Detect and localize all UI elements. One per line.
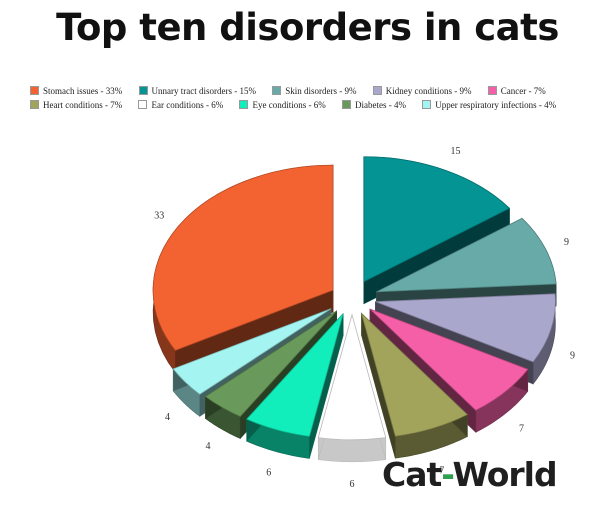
legend-label: Unnary tract disorders - 15% xyxy=(151,86,256,96)
pie-slice xyxy=(152,164,334,351)
legend-swatch xyxy=(272,86,282,95)
logo-part: World xyxy=(452,455,557,494)
pie-slice xyxy=(369,308,529,411)
pie-slice xyxy=(375,293,556,363)
legend-item: Cancer - 7% xyxy=(487,84,546,98)
legend-item: Upper respiratory infections - 4% xyxy=(422,98,556,112)
legend-row-2: Heart conditions - 7% Ear conditions - 6… xyxy=(30,98,610,112)
legend-row-1: Stomach issues - 33% Unnary tract disord… xyxy=(30,84,610,98)
legend-item: Ear conditions - 6% xyxy=(138,98,223,112)
slice-data-label: 6 xyxy=(266,467,271,478)
pie-slice xyxy=(360,312,469,437)
slice-data-label: 15 xyxy=(451,146,461,157)
legend-label: Cancer - 7% xyxy=(500,86,546,96)
pie-slice xyxy=(204,310,337,417)
legend-swatch xyxy=(487,86,497,95)
pie-slice xyxy=(172,308,332,395)
chart-title: Top ten disorders in cats xyxy=(56,6,559,49)
legend-swatch xyxy=(30,100,39,109)
pie-tops xyxy=(152,156,557,441)
legend-swatch xyxy=(372,86,382,95)
legend-item: Unnary tract disorders - 15% xyxy=(138,84,256,98)
pie-labels: 33 15 9 9 7 7 6 6 4 4 xyxy=(154,146,575,490)
slice-side xyxy=(317,437,387,463)
legend-label: Stomach issues - 33% xyxy=(43,86,123,96)
legend-item: Stomach issues - 33% xyxy=(30,84,122,98)
legend-item: Heart conditions - 7% xyxy=(30,98,122,112)
legend-label: Eye conditions - 6% xyxy=(252,100,326,110)
legend-swatch xyxy=(422,100,432,109)
slice-data-label: 6 xyxy=(350,479,355,490)
logo-text: Cat-World xyxy=(382,455,558,494)
legend-item: Diabetes - 4% xyxy=(341,98,406,112)
legend-label: Diabetes - 4% xyxy=(354,100,406,110)
legend-item: Eye conditions - 6% xyxy=(239,98,326,112)
slice-data-label: 4 xyxy=(205,441,210,452)
logo-part: Cat xyxy=(382,455,442,494)
legend-label: Upper respiratory infections - 4% xyxy=(435,100,557,110)
slice-data-label: 4 xyxy=(165,412,170,423)
legend-swatch xyxy=(138,100,148,109)
legend-item: Kidney conditions - 9% xyxy=(372,84,472,98)
legend-label: Skin disorders - 9% xyxy=(285,86,357,96)
cat-world-logo: Cat-World xyxy=(382,455,558,494)
slice-data-label: 7 xyxy=(439,465,444,476)
pie-slice xyxy=(363,156,511,283)
legend-swatch xyxy=(138,86,148,95)
logo-dash: - xyxy=(441,455,453,494)
legend-swatch xyxy=(341,100,351,109)
pie-slice xyxy=(376,217,557,293)
pie-slice xyxy=(246,313,344,437)
slice-data-label: 9 xyxy=(564,237,569,248)
legend-label: Heart conditions - 7% xyxy=(43,100,123,110)
legend-item: Skin disorders - 9% xyxy=(272,84,356,98)
pie-slice xyxy=(317,313,387,441)
slice-data-label: 9 xyxy=(570,351,575,362)
chart-legend: Stomach issues - 33% Unnary tract disord… xyxy=(30,84,610,112)
legend-swatch xyxy=(30,86,39,95)
legend-label: Ear conditions - 6% xyxy=(151,100,224,110)
slice-data-label: 7 xyxy=(519,423,524,434)
legend-swatch xyxy=(239,100,249,109)
slice-data-label: 33 xyxy=(154,210,164,221)
legend-label: Kidney conditions - 9% xyxy=(385,86,472,96)
